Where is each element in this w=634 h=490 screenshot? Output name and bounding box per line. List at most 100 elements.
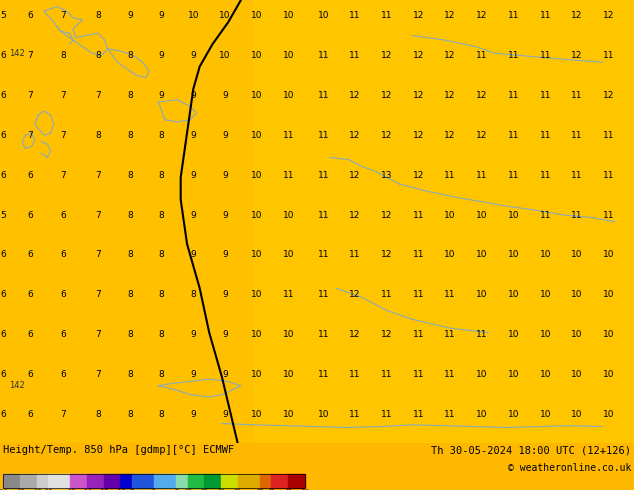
Text: 8: 8 xyxy=(95,410,101,419)
Bar xyxy=(261,474,271,488)
Bar xyxy=(20,474,37,488)
Text: 11: 11 xyxy=(283,291,294,299)
Text: 9: 9 xyxy=(222,211,228,220)
Text: 11: 11 xyxy=(571,131,583,140)
Text: -54: -54 xyxy=(0,489,9,490)
Text: 9: 9 xyxy=(190,370,197,379)
Bar xyxy=(288,474,305,488)
Text: 6: 6 xyxy=(27,410,34,419)
Text: 12: 12 xyxy=(603,91,614,100)
Text: 11: 11 xyxy=(444,370,456,379)
Text: 8: 8 xyxy=(127,370,133,379)
Text: 12: 12 xyxy=(413,91,424,100)
Text: 8: 8 xyxy=(127,410,133,419)
Text: 11: 11 xyxy=(413,291,424,299)
Text: 12: 12 xyxy=(413,171,424,180)
Text: 6: 6 xyxy=(0,91,6,100)
Text: 11: 11 xyxy=(540,51,551,60)
Text: 10: 10 xyxy=(251,51,262,60)
Text: 11: 11 xyxy=(540,91,551,100)
Text: 7: 7 xyxy=(95,171,101,180)
Text: 9: 9 xyxy=(222,171,228,180)
Text: 9: 9 xyxy=(158,91,165,100)
Text: 30: 30 xyxy=(234,489,242,490)
Text: 11: 11 xyxy=(349,51,361,60)
Text: 12: 12 xyxy=(476,91,488,100)
Text: 10: 10 xyxy=(603,410,614,419)
Text: 11: 11 xyxy=(413,250,424,260)
Text: 5: 5 xyxy=(0,11,6,20)
Text: 9: 9 xyxy=(222,370,228,379)
Bar xyxy=(221,474,238,488)
Text: 7: 7 xyxy=(95,211,101,220)
Text: 12: 12 xyxy=(381,250,392,260)
Text: 10: 10 xyxy=(540,330,551,339)
Text: 38: 38 xyxy=(257,489,264,490)
Text: 12: 12 xyxy=(381,211,392,220)
Text: 42: 42 xyxy=(268,489,275,490)
Text: 6: 6 xyxy=(27,11,34,20)
Text: 12: 12 xyxy=(349,91,361,100)
Text: 7: 7 xyxy=(27,131,34,140)
Text: 6: 6 xyxy=(27,171,34,180)
Text: 10: 10 xyxy=(508,250,519,260)
Text: 10: 10 xyxy=(188,11,199,20)
Text: 10: 10 xyxy=(283,211,294,220)
Text: 11: 11 xyxy=(540,171,551,180)
Text: 12: 12 xyxy=(571,51,583,60)
Text: 11: 11 xyxy=(318,91,329,100)
Text: 142: 142 xyxy=(10,381,25,391)
Bar xyxy=(271,474,288,488)
Text: 11: 11 xyxy=(444,291,456,299)
Text: 10: 10 xyxy=(251,211,262,220)
Text: 11: 11 xyxy=(349,410,361,419)
Text: 10: 10 xyxy=(540,250,551,260)
Text: 11: 11 xyxy=(508,131,519,140)
Text: 11: 11 xyxy=(508,11,519,20)
Text: 9: 9 xyxy=(222,250,228,260)
Text: 6: 6 xyxy=(27,250,34,260)
Text: 8: 8 xyxy=(60,51,67,60)
Text: 6: 6 xyxy=(60,291,67,299)
Text: 10: 10 xyxy=(251,370,262,379)
Text: Height/Temp. 850 hPa [gdmp][°C] ECMWF: Height/Temp. 850 hPa [gdmp][°C] ECMWF xyxy=(3,445,234,456)
Text: 11: 11 xyxy=(444,330,456,339)
Text: -12: -12 xyxy=(115,489,126,490)
Text: 11: 11 xyxy=(571,171,583,180)
Text: 11: 11 xyxy=(508,51,519,60)
Text: 10: 10 xyxy=(603,370,614,379)
Text: 11: 11 xyxy=(349,11,361,20)
Text: 6: 6 xyxy=(60,330,67,339)
Bar xyxy=(188,474,204,488)
Text: 10: 10 xyxy=(603,250,614,260)
Text: 8: 8 xyxy=(190,291,197,299)
Text: 6: 6 xyxy=(27,291,34,299)
Text: 10: 10 xyxy=(219,51,231,60)
Text: 10: 10 xyxy=(540,370,551,379)
Text: 10: 10 xyxy=(283,410,294,419)
Text: 12: 12 xyxy=(349,171,361,180)
Text: 10: 10 xyxy=(540,410,551,419)
Text: 7: 7 xyxy=(60,131,67,140)
Text: 11: 11 xyxy=(318,330,329,339)
Text: 8: 8 xyxy=(127,171,133,180)
Text: 11: 11 xyxy=(508,171,519,180)
Text: 11: 11 xyxy=(603,211,614,220)
Text: 9: 9 xyxy=(222,291,228,299)
Text: 9: 9 xyxy=(222,91,228,100)
Text: 10: 10 xyxy=(444,211,456,220)
Text: 11: 11 xyxy=(571,91,583,100)
Text: 11: 11 xyxy=(413,370,424,379)
Text: 6: 6 xyxy=(60,211,67,220)
Text: 10: 10 xyxy=(283,11,294,20)
Text: 10: 10 xyxy=(571,370,583,379)
Text: 11: 11 xyxy=(476,51,488,60)
Bar xyxy=(120,474,132,488)
Text: 10: 10 xyxy=(508,211,519,220)
Text: 8: 8 xyxy=(174,489,178,490)
Text: 11: 11 xyxy=(349,250,361,260)
Text: 9: 9 xyxy=(158,51,165,60)
Text: 11: 11 xyxy=(318,131,329,140)
Text: 6: 6 xyxy=(0,291,6,299)
Bar xyxy=(104,474,120,488)
